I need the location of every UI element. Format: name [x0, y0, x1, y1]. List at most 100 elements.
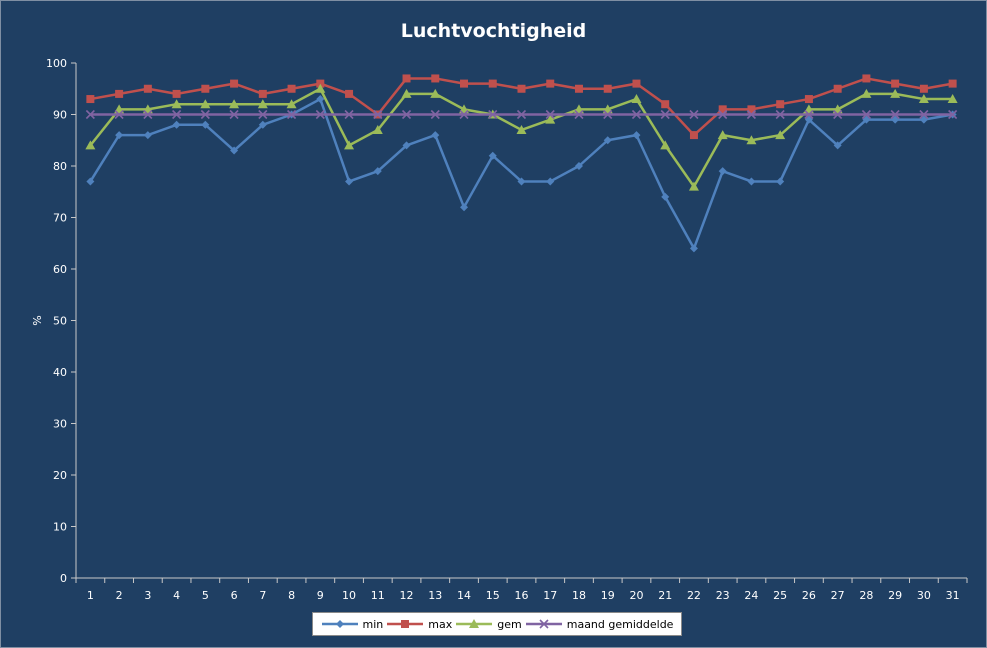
data-point-max [402, 74, 411, 83]
data-point-min [546, 177, 555, 186]
data-point-max [574, 84, 583, 93]
data-point-gem [717, 130, 728, 140]
data-point-maand-gemiddelde [516, 109, 527, 120]
data-point-min [661, 192, 670, 201]
legend-item-min: min [321, 617, 384, 631]
data-point-gem [171, 99, 182, 109]
data-point-gem [401, 88, 412, 98]
data-point-max [891, 79, 900, 88]
legend-label-max: max [428, 617, 453, 631]
x-tick-label: 11 [371, 589, 385, 602]
data-point-max [689, 131, 698, 140]
y-tick-label: 30 [53, 418, 67, 431]
y-tick-label: 0 [60, 572, 67, 585]
x-tick-label: 28 [859, 589, 873, 602]
x-tick-label: 24 [744, 589, 758, 602]
x-tick-label: 22 [687, 589, 701, 602]
legend-label-gem: gem [497, 617, 522, 631]
data-point-min [776, 177, 785, 186]
data-point-max [201, 84, 210, 93]
x-tick-label: 27 [831, 589, 845, 602]
data-point-maand-gemiddelde [459, 109, 469, 120]
data-point-maand-gemiddelde [746, 109, 757, 120]
data-point-gem [545, 114, 556, 124]
data-point-maand-gemiddelde [689, 109, 699, 120]
legend-swatch-gem [456, 619, 493, 628]
data-point-max [747, 105, 756, 114]
data-point-maand-gemiddelde [833, 109, 843, 120]
data-point-min [373, 167, 382, 176]
x-tick-label: 30 [917, 589, 931, 602]
data-point-gem [947, 94, 958, 104]
y-tick-label: 20 [53, 469, 67, 482]
x-tick-label: 16 [515, 589, 529, 602]
data-point-min [919, 115, 928, 124]
data-point-max [345, 89, 354, 98]
legend-item-maand-gemiddelde: maand gemiddelde [525, 618, 673, 631]
data-point-maand-gemiddelde [919, 109, 929, 120]
data-point-maand-gemiddelde [603, 109, 613, 120]
data-point-max [460, 79, 469, 88]
data-point-gem [746, 135, 757, 145]
data-point-min [258, 120, 267, 129]
y-tick-label: 10 [53, 521, 67, 534]
data-point-gem [430, 88, 441, 98]
data-point-gem [315, 83, 326, 93]
x-tick-label: 10 [342, 589, 356, 602]
data-point-max [718, 105, 727, 114]
data-point-gem [85, 140, 96, 150]
data-point-maand-gemiddelde [574, 109, 584, 120]
data-point-min [862, 115, 871, 124]
x-tick-label: 4 [173, 589, 180, 602]
legend-label-min: min [362, 617, 384, 631]
y-tick-label: 40 [53, 366, 67, 379]
data-point-maand-gemiddelde [488, 109, 498, 120]
data-point-maand-gemiddelde [315, 109, 325, 120]
data-point-maand-gemiddelde [545, 109, 555, 120]
x-tick-label: 23 [716, 589, 730, 602]
data-point-maand-gemiddelde [373, 109, 383, 120]
legend-swatch-maand-gemiddelde [525, 619, 562, 629]
data-point-max [115, 89, 124, 98]
data-point-maand-gemiddelde [861, 109, 871, 120]
data-point-gem [286, 99, 297, 109]
data-point-gem [257, 99, 268, 109]
data-point-max [603, 84, 612, 93]
data-point-gem [890, 88, 901, 98]
data-point-min [632, 131, 641, 140]
x-tick-label: 8 [288, 589, 295, 602]
data-point-maand-gemiddelde [401, 109, 412, 120]
data-point-maand-gemiddelde [344, 109, 354, 120]
data-point-min [517, 177, 526, 186]
data-point-maand-gemiddelde [286, 109, 297, 120]
data-point-max [919, 84, 928, 93]
x-tick-label: 15 [486, 589, 500, 602]
x-tick-label: 7 [259, 589, 266, 602]
legend-swatch-max [387, 620, 424, 628]
data-point-maand-gemiddelde [143, 109, 153, 120]
data-point-min [86, 177, 95, 186]
data-point-gem [372, 124, 383, 134]
data-point-max [172, 89, 181, 98]
x-tick-label: 1 [87, 589, 94, 602]
data-point-max [546, 79, 555, 88]
y-tick-label: 90 [53, 109, 67, 122]
x-tick-label: 18 [572, 589, 586, 602]
x-tick-label: 3 [144, 589, 151, 602]
data-point-max [488, 79, 497, 88]
data-point-gem [516, 124, 527, 134]
data-point-min [143, 131, 152, 140]
x-tick-label: 31 [946, 589, 960, 602]
legend-swatch-min [321, 620, 358, 628]
data-point-gem [200, 99, 211, 109]
data-point-min [431, 131, 440, 140]
x-tick-label: 29 [888, 589, 902, 602]
data-point-gem [660, 140, 671, 150]
data-point-max [833, 84, 842, 93]
data-point-gem [631, 94, 642, 104]
data-point-min [402, 141, 411, 150]
series-line-min [89, 97, 953, 250]
data-point-min [689, 244, 698, 253]
